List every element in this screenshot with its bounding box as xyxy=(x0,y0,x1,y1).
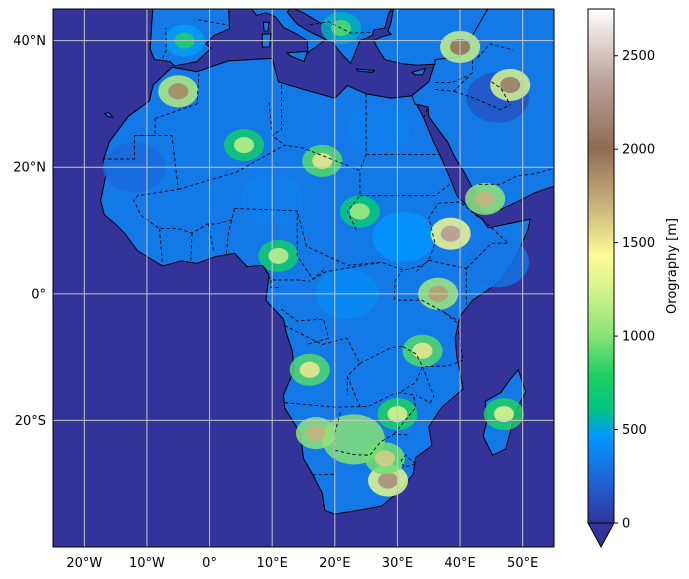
colorbar-tick-label: 500 xyxy=(622,423,647,438)
y-axis: 40°N 20°N 0° 20°S xyxy=(13,34,46,429)
orography-cell xyxy=(168,83,189,100)
country-border xyxy=(393,392,417,435)
land-polygon xyxy=(286,50,308,63)
orography-cell xyxy=(349,203,370,220)
colorbar-fill xyxy=(588,9,614,523)
y-tick-label: 40°N xyxy=(13,34,46,49)
land-polygon xyxy=(251,9,327,55)
y-tick-label: 20°N xyxy=(13,161,46,176)
land-polygon xyxy=(100,57,531,515)
country-border xyxy=(270,279,281,288)
country-border xyxy=(154,73,200,119)
x-tick-label: 30°E xyxy=(382,556,413,571)
x-tick-label: 10°W xyxy=(129,556,165,571)
gridlines xyxy=(53,9,554,547)
x-tick-label: 10°E xyxy=(257,556,288,571)
orography-cell xyxy=(378,472,399,489)
country-border xyxy=(226,208,236,254)
orography-cell xyxy=(312,152,333,169)
colorbar-tick-label: 2000 xyxy=(622,143,655,158)
country-border xyxy=(271,85,283,136)
orography-cell xyxy=(268,247,289,264)
country-border xyxy=(453,90,511,111)
country-border xyxy=(284,325,403,365)
colorbar: 0 500 1000 1500 2000 2500 Orography [m] xyxy=(587,8,680,549)
orography-cell xyxy=(347,104,410,155)
land-polygon xyxy=(410,67,427,76)
country-border xyxy=(312,261,382,280)
country-border xyxy=(133,201,233,234)
country-border xyxy=(465,218,510,269)
colorbar-tick-label: 2500 xyxy=(622,49,655,64)
x-tick-label: 20°W xyxy=(66,556,102,571)
country-border xyxy=(234,207,430,271)
colorbar-tick-label: 0 xyxy=(622,517,630,532)
country-border xyxy=(162,27,167,59)
orography-cell xyxy=(233,137,255,154)
country-border xyxy=(296,210,326,280)
country-border xyxy=(434,59,474,92)
orography-cell xyxy=(475,190,496,207)
colorbar-tick-label: 1500 xyxy=(622,236,655,251)
country-border xyxy=(207,223,215,253)
country-border xyxy=(478,167,554,185)
country-borders xyxy=(103,19,554,476)
orography-cell xyxy=(500,76,521,93)
country-border xyxy=(438,201,480,219)
colorbar-tick-label: 1000 xyxy=(622,330,655,345)
x-axis: 20°W 10°W 0° 10°E 20°E 30°E 40°E 50°E xyxy=(66,556,538,571)
orography-cell xyxy=(493,406,514,423)
country-border xyxy=(280,308,330,345)
country-border xyxy=(400,454,416,468)
country-border xyxy=(159,228,164,267)
y-tick-label: 0° xyxy=(31,287,46,302)
colorbar-extend-triangle xyxy=(587,522,615,549)
orography-cell xyxy=(374,450,395,467)
land-polygon xyxy=(355,68,376,73)
orography-cell xyxy=(440,225,461,242)
x-tick-label: 0° xyxy=(202,556,217,571)
country-border xyxy=(415,203,439,273)
orography-cell xyxy=(372,211,436,262)
country-border xyxy=(359,182,453,197)
country-border xyxy=(334,409,342,434)
orography-cell xyxy=(412,342,433,359)
country-border xyxy=(346,363,361,396)
orography-cell xyxy=(306,425,327,442)
x-tick-label: 50°E xyxy=(507,556,538,571)
orography-layer xyxy=(103,11,531,497)
country-border xyxy=(334,433,411,456)
x-tick-label: 20°E xyxy=(319,556,350,571)
country-border xyxy=(423,106,429,119)
y-tick-label: 20°S xyxy=(15,414,46,429)
country-border xyxy=(309,21,373,34)
colorbar-label: Orography [m] xyxy=(665,218,680,314)
orography-cell xyxy=(466,237,529,288)
map-frame xyxy=(52,8,555,548)
x-tick-label: 40°E xyxy=(444,556,475,571)
orography-cell xyxy=(299,361,320,378)
country-border xyxy=(346,346,423,407)
country-border xyxy=(190,233,193,262)
country-border xyxy=(262,265,310,282)
colorbar-frame xyxy=(587,8,615,524)
land-polygon xyxy=(262,21,270,33)
country-border xyxy=(397,299,461,323)
map-panel xyxy=(52,8,555,548)
country-border xyxy=(178,144,361,231)
country-border xyxy=(198,19,230,26)
country-border xyxy=(477,43,514,59)
land-polygon xyxy=(103,112,114,118)
colorbar-ticks: 0 500 1000 1500 2000 2500 xyxy=(614,49,655,532)
